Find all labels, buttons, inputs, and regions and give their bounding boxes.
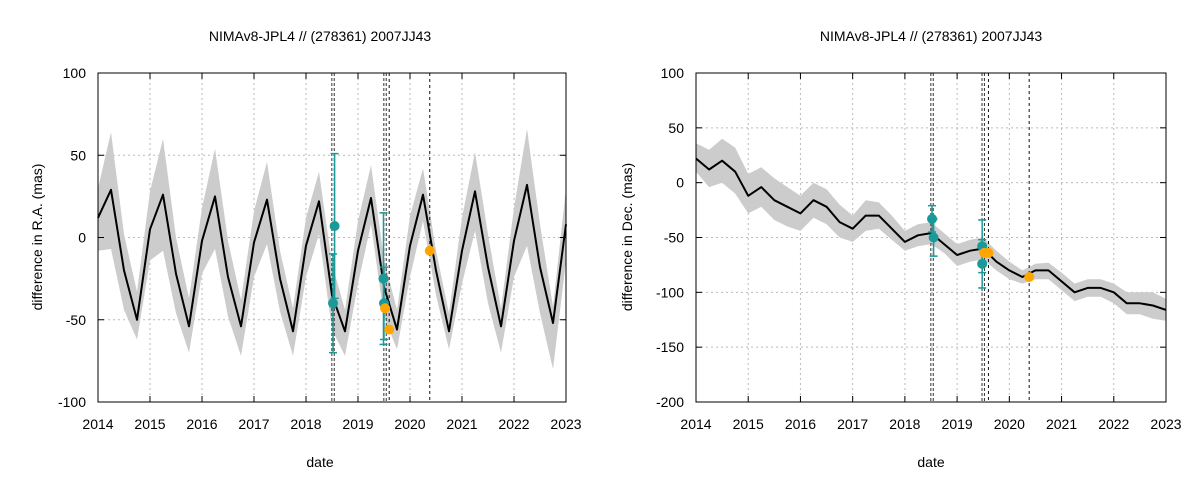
x-tick-label: 2019 xyxy=(342,416,373,432)
x-tick-label: 2020 xyxy=(394,416,425,432)
x-tick-label: 2019 xyxy=(942,416,973,432)
x-tick-label: 2023 xyxy=(1150,416,1181,432)
y-axis-label: difference in R.A. (mas) xyxy=(29,164,45,311)
data-point xyxy=(380,303,391,314)
difference-line xyxy=(97,183,567,333)
x-tick-label: 2018 xyxy=(290,416,321,432)
y-tick-label: 100 xyxy=(63,65,87,81)
y-tick-label: 50 xyxy=(70,147,86,163)
x-tick-label: 2020 xyxy=(994,416,1025,432)
y-axis-label: difference in Dec. (mas) xyxy=(619,163,635,311)
y-tick-label: 0 xyxy=(78,230,86,246)
x-tick-label: 2014 xyxy=(82,416,113,432)
x-axis-label: date xyxy=(306,454,333,470)
x-tick-label: 2016 xyxy=(186,416,217,432)
x-axis-label: date xyxy=(917,454,944,470)
x-tick-label: 2015 xyxy=(134,416,165,432)
difference-line xyxy=(695,157,1167,311)
ra-chart-panel: NIMAv8-JPL4 // (278361) 2007JJ43 date di… xyxy=(29,28,582,470)
uncertainty-band xyxy=(98,128,566,370)
dec-chart: NIMAv8-JPL4 // (278361) 2007JJ43 date di… xyxy=(619,28,1182,470)
x-tick-label: 2014 xyxy=(680,416,711,432)
y-tick-label: 50 xyxy=(668,120,684,136)
y-tick-label: 100 xyxy=(661,65,685,81)
chart-title: NIMAv8-JPL4 // (278361) 2007JJ43 xyxy=(209,28,432,44)
x-tick-label: 2021 xyxy=(446,416,477,432)
data-point xyxy=(328,298,339,309)
data-point xyxy=(977,258,988,269)
data-point xyxy=(983,247,994,258)
y-tick-label: -200 xyxy=(656,394,684,410)
data-point xyxy=(424,245,435,256)
y-tick-label: -50 xyxy=(66,312,86,328)
x-tick-label: 2017 xyxy=(837,416,868,432)
x-tick-label: 2016 xyxy=(785,416,816,432)
x-tick-label: 2018 xyxy=(889,416,920,432)
x-tick-label: 2022 xyxy=(498,416,529,432)
x-tick-label: 2021 xyxy=(1046,416,1077,432)
y-tick-label: -150 xyxy=(656,339,684,355)
data-point xyxy=(928,232,939,243)
y-tick-label: -100 xyxy=(58,394,86,410)
x-tick-label: 2015 xyxy=(733,416,764,432)
data-point xyxy=(1024,271,1035,282)
y-tick-label: -50 xyxy=(664,230,684,246)
plot-area: -100 -50 0 50 100 2014 2015 2016 2017 2018 2019 202… xyxy=(58,65,582,432)
dec-chart-panel: NIMAv8-JPL4 // (278361) 2007JJ43 date di… xyxy=(600,0,1200,480)
y-tick-label: -100 xyxy=(656,284,684,300)
chart-title: NIMAv8-JPL4 // (278361) 2007JJ43 xyxy=(820,28,1043,44)
ra-chart: NIMAv8-JPL4 // (278361) 2007JJ43 date di… xyxy=(29,28,582,470)
plot-area: -200 -150 -100 -50 0 50 100 2014 2015 2016 2017 201… xyxy=(656,65,1182,432)
data-point xyxy=(329,220,340,231)
x-tick-label: 2017 xyxy=(238,416,269,432)
y-tick-label: 0 xyxy=(676,175,684,191)
x-tick-label: 2023 xyxy=(550,416,581,432)
data-point xyxy=(384,324,395,335)
x-tick-label: 2022 xyxy=(1098,416,1129,432)
